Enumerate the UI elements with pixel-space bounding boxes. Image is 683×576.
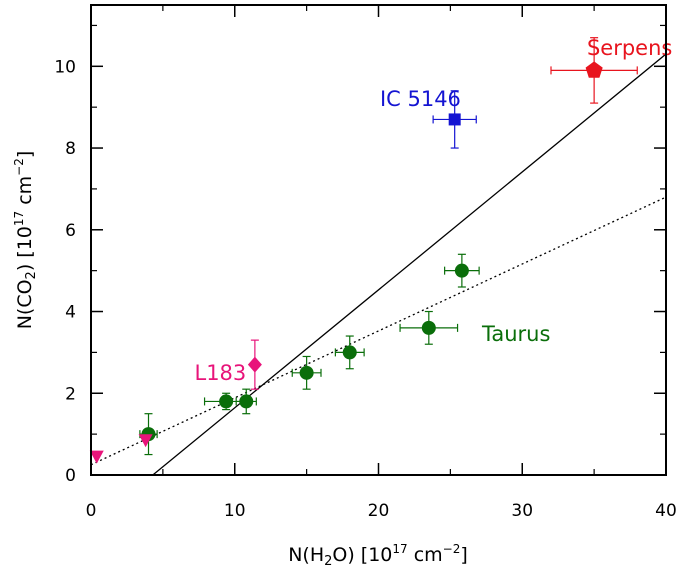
pentagon-marker <box>585 61 603 78</box>
circle-marker <box>421 320 436 335</box>
y-axis-title: N(CO2) [1017 cm−2] <box>12 151 39 330</box>
label-ic5146: IC 5146 <box>380 87 461 111</box>
x-tick-label: 40 <box>655 501 677 521</box>
data-point <box>444 253 480 288</box>
triangle-down-marker <box>89 450 104 464</box>
data-points <box>89 37 638 464</box>
data-point <box>247 339 262 390</box>
label-taurus: Taurus <box>481 322 550 346</box>
data-point <box>89 450 104 464</box>
circle-marker <box>342 345 357 360</box>
circle-marker <box>239 394 254 409</box>
series-ic-5146 <box>432 90 477 149</box>
data-point <box>291 355 322 390</box>
series-l183 <box>247 339 262 390</box>
x-axis-title: N(H2O) [1017 cm−2] <box>288 542 468 569</box>
annotations: Serpens IC 5146 L183 Taurus <box>195 36 673 385</box>
data-point <box>432 90 477 149</box>
y-tick-label: 0 <box>65 466 76 486</box>
axis-ticks: 0 10 20 30 40 0 2 4 6 8 10 <box>54 5 677 521</box>
data-point <box>235 388 257 415</box>
circle-marker <box>299 365 314 380</box>
series-serpens <box>550 37 638 104</box>
circle-marker <box>219 394 234 409</box>
data-point <box>334 335 365 370</box>
y-tick-label: 4 <box>65 303 76 323</box>
fit-lines <box>91 53 666 475</box>
y-tick-label: 2 <box>65 384 76 404</box>
solid-fit <box>152 53 666 475</box>
square-marker <box>448 113 461 126</box>
series-upper-limits <box>89 434 153 464</box>
x-tick-label: 0 <box>86 501 97 521</box>
y-tick-label: 6 <box>65 221 76 241</box>
plot-frame <box>90 4 667 476</box>
series-taurus <box>139 253 480 456</box>
label-l183: L183 <box>195 361 247 385</box>
label-serpens: Serpens <box>587 36 672 60</box>
x-tick-label: 10 <box>224 501 246 521</box>
data-point <box>139 413 158 456</box>
triangle-down-marker <box>138 434 153 448</box>
circle-marker <box>454 263 469 278</box>
x-tick-label: 20 <box>368 501 390 521</box>
diamond-marker <box>247 356 262 373</box>
data-point <box>138 434 153 448</box>
dotted-fit <box>91 196 666 466</box>
data-point <box>399 310 459 345</box>
y-tick-label: 10 <box>54 57 76 77</box>
data-point <box>550 37 638 104</box>
x-tick-label: 30 <box>511 501 533 521</box>
y-tick-label: 8 <box>65 139 76 159</box>
